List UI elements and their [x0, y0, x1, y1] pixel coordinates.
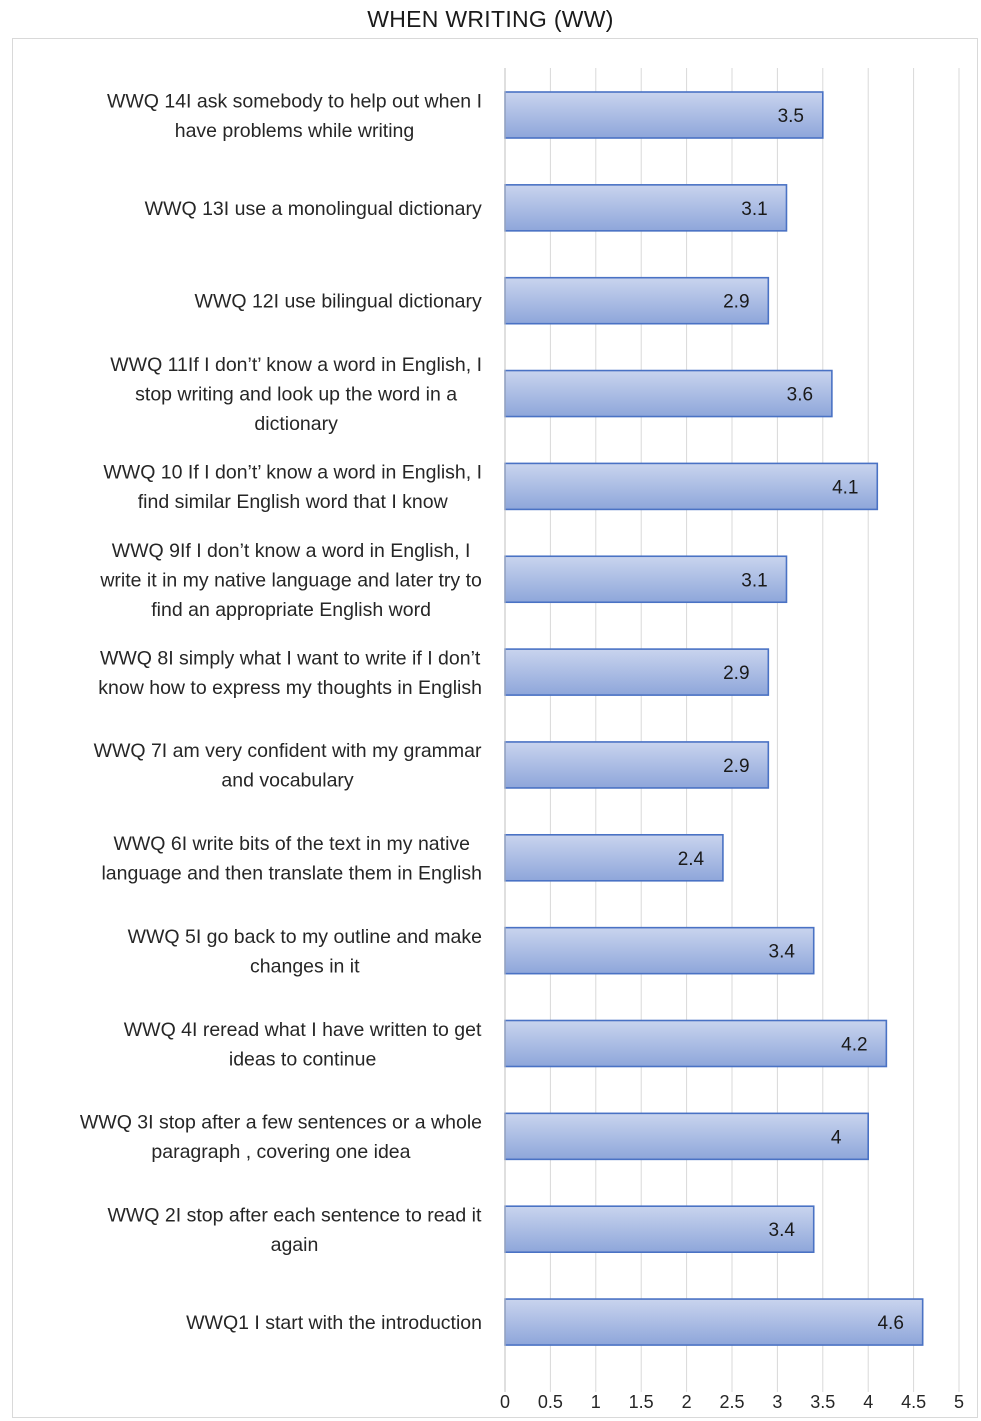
data-label: 2.9	[723, 292, 749, 313]
category-label: WWQ 10 If I don’t’ know a word in Englis…	[103, 462, 482, 514]
data-label: 3.4	[769, 942, 796, 963]
category-label: WWQ 5I go back to my outline and make cha…	[128, 926, 482, 978]
data-label: 3.5	[778, 106, 804, 127]
data-label: 4.1	[832, 477, 858, 498]
data-label: 2.9	[723, 663, 749, 684]
x-tick-label: 5	[954, 1392, 964, 1412]
chart-frame	[12, 38, 978, 1418]
category-label: WWQ 4I reread what I have written to get…	[124, 1019, 482, 1071]
x-tick-label: 2	[682, 1392, 692, 1412]
bar	[504, 369, 833, 418]
category-label: WWQ 9If I don’t know a word in English, …	[99, 540, 482, 621]
chart-title: WHEN WRITING (WW)	[367, 6, 614, 32]
data-label: 3.1	[741, 199, 767, 220]
category-label: WWQ 2I stop after each sentence to read …	[107, 1204, 482, 1256]
x-tick-label: 3	[772, 1392, 782, 1412]
data-label: 4.2	[841, 1035, 867, 1056]
x-tick-label: 4	[863, 1392, 873, 1412]
data-label: 2.4	[678, 849, 705, 870]
category-label: WWQ1 I start with the introduction	[186, 1312, 482, 1334]
category-label: WWQ 12I use bilingual dictionary	[195, 291, 482, 313]
bar	[504, 1205, 815, 1253]
x-tick-label: 0	[500, 1392, 510, 1412]
bar	[504, 91, 824, 139]
bar	[504, 462, 879, 511]
bar	[504, 741, 770, 789]
data-label: 3.4	[769, 1220, 796, 1241]
bar	[504, 926, 815, 975]
bar	[504, 555, 788, 604]
data-label: 3.1	[741, 570, 767, 591]
data-label: 4.6	[877, 1313, 903, 1334]
category-label: WWQ 13I use a monolingual dictionary	[145, 198, 482, 220]
category-label: WWQ 7I am very confident with my grammar…	[94, 740, 482, 792]
bar	[504, 1112, 870, 1161]
bar	[504, 1298, 924, 1346]
bar	[504, 184, 788, 232]
bar	[504, 833, 724, 882]
data-label: 4	[831, 1127, 842, 1148]
category-label: WWQ 3I stop after a few sentences or a w…	[80, 1112, 482, 1164]
bar	[504, 648, 770, 696]
x-tick-label: 4.5	[901, 1392, 926, 1412]
data-label: 2.9	[723, 756, 749, 777]
category-label: WWQ 8I simply what I want to write if I …	[98, 647, 482, 699]
x-tick-label: 2.5	[719, 1392, 744, 1412]
x-tick-label: 0.5	[538, 1392, 563, 1412]
category-label: WWQ 6I write bits of the text in my nati…	[101, 833, 482, 885]
x-tick-label: 3.5	[810, 1392, 835, 1412]
x-tick-label: 1	[591, 1392, 601, 1412]
data-label: 3.6	[787, 385, 813, 406]
category-label: WWQ 11If I don’t’ know a word in English…	[110, 354, 482, 435]
bar	[504, 1019, 888, 1068]
x-tick-label: 1.5	[629, 1392, 654, 1412]
